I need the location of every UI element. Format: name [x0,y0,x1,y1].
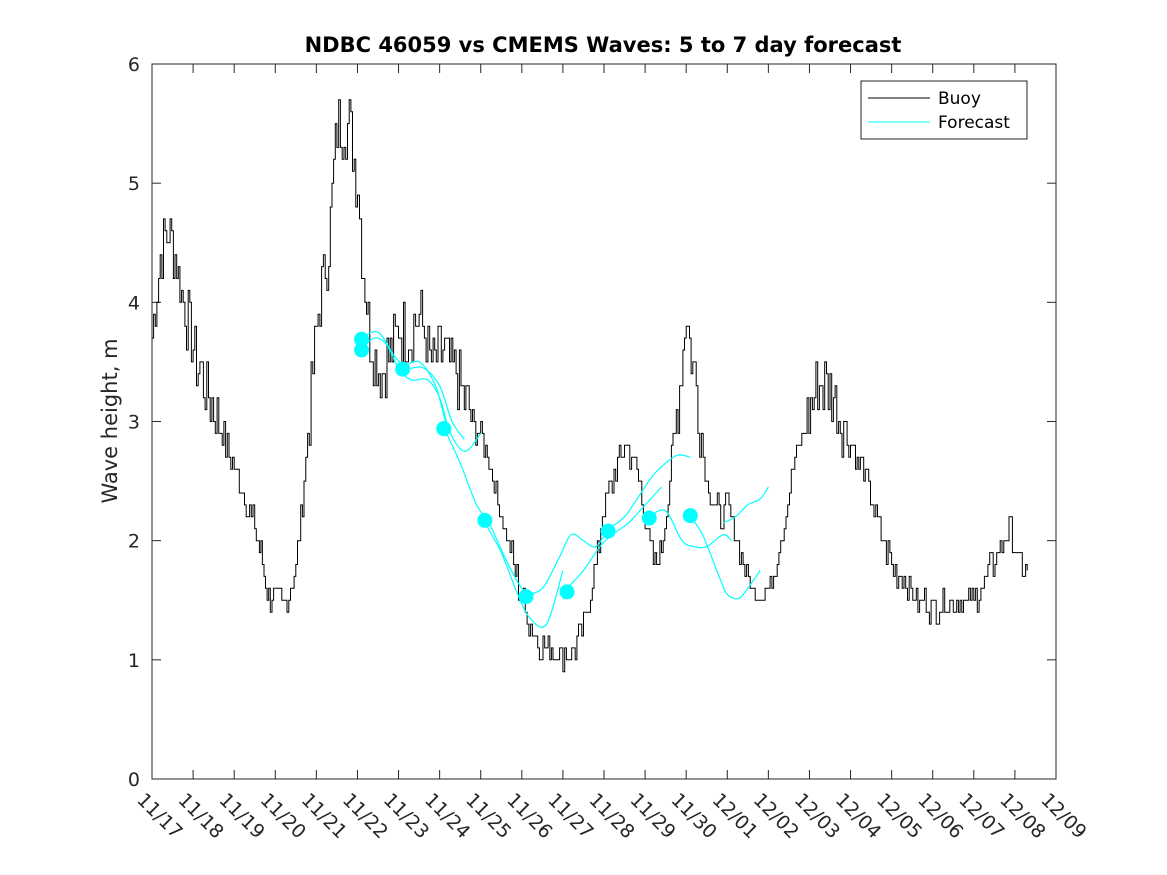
plot-area [152,99,1028,673]
buoy-line [152,99,1028,673]
forecast-marker [354,342,370,358]
forecast-markers [354,331,698,605]
y-tick-label: 0 [128,769,140,791]
forecast-line [484,522,564,628]
forecast-line [607,454,691,530]
forecast-line [525,528,609,595]
y-axis-label: Wave height, m [98,338,122,503]
forecast-marker [436,421,452,437]
y-tick-label: 3 [128,412,140,434]
forecast-line [361,330,465,440]
buoy-series [152,99,1028,673]
y-tick-label: 4 [128,292,140,314]
legend-label-forecast: Forecast [938,113,1010,133]
forecast-marker [600,523,616,539]
y-tick-label: 2 [128,531,140,553]
chart-title: NDBC 46059 vs CMEMS Waves: 5 to 7 day fo… [305,33,902,57]
y-axis: 0 1 2 3 4 5 6 [128,54,1056,791]
forecast-line [648,509,732,549]
legend: Buoy Forecast [860,80,1028,140]
forecast-marker [395,361,411,377]
forecast-line [722,486,769,524]
y-tick-label: 1 [128,650,140,672]
forecast-marker [682,508,698,524]
axes-frame [151,63,1057,780]
forecast-marker [641,510,657,526]
forecast-series [361,330,769,628]
forecast-line [689,516,761,600]
legend-box [860,80,1028,140]
y-tick-label: 6 [128,54,140,76]
legend-label-buoy: Buoy [938,89,981,109]
forecast-marker [559,584,575,600]
forecast-line [402,360,482,452]
forecast-marker [518,589,534,605]
forecast-marker [477,512,493,528]
forecast-marker [354,331,370,347]
y-tick-label: 5 [128,173,140,195]
